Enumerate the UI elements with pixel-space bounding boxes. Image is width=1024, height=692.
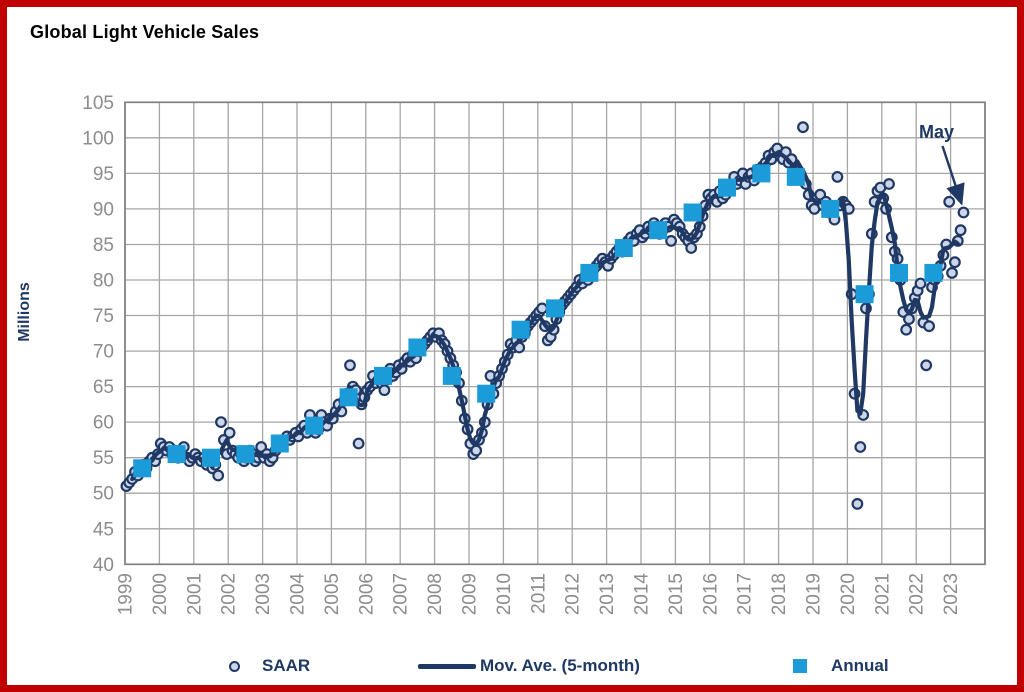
- x-axis-tick-labels: 1999 2000 2001 2002 2003 2004 2005 2006 2007 2008…: [116, 573, 963, 616]
- svg-text:65: 65: [93, 377, 114, 398]
- svg-text:55: 55: [93, 448, 114, 469]
- svg-text:75: 75: [93, 306, 114, 327]
- svg-text:40: 40: [93, 555, 114, 576]
- svg-text:45: 45: [93, 519, 114, 540]
- svg-text:2002: 2002: [219, 573, 240, 615]
- chart-legend: SAAR Mov. Ave. (5-month) Annual: [7, 654, 1017, 678]
- svg-text:2012: 2012: [563, 573, 584, 615]
- svg-text:100: 100: [82, 128, 114, 149]
- gridlines: [124, 101, 986, 565]
- legend-label-annual: Annual: [831, 656, 889, 675]
- svg-text:2013: 2013: [597, 573, 618, 615]
- svg-text:60: 60: [93, 413, 114, 434]
- svg-text:2010: 2010: [494, 573, 515, 615]
- legend-label-saar: SAAR: [262, 656, 311, 675]
- legend-item-saar: SAAR: [229, 654, 310, 678]
- svg-text:2018: 2018: [769, 573, 790, 615]
- y-axis-tick-labels: 105 100 95 90 85 80 75 70 65 60 55 50 45 40: [82, 93, 114, 576]
- svg-text:70: 70: [93, 342, 114, 363]
- svg-text:2011: 2011: [528, 573, 549, 614]
- svg-text:2023: 2023: [941, 573, 962, 615]
- chart-title: Global Light Vehicle Sales: [30, 22, 260, 42]
- svg-text:2009: 2009: [460, 573, 481, 615]
- svg-text:2019: 2019: [804, 573, 825, 615]
- annotation-may: May: [919, 122, 965, 206]
- svg-text:2007: 2007: [391, 573, 412, 615]
- svg-text:May: May: [919, 122, 954, 142]
- svg-text:80: 80: [93, 271, 114, 292]
- legend-item-mov-ave: Mov. Ave. (5-month): [418, 654, 640, 678]
- saar-marker-icon: [229, 660, 240, 672]
- svg-text:1999: 1999: [116, 573, 137, 615]
- svg-text:90: 90: [93, 199, 114, 220]
- svg-text:2003: 2003: [253, 573, 274, 615]
- svg-text:95: 95: [93, 164, 114, 185]
- svg-text:2020: 2020: [838, 573, 859, 615]
- moving-average-line: [130, 151, 960, 482]
- svg-text:2005: 2005: [322, 573, 343, 615]
- plot-border: [124, 101, 986, 566]
- svg-text:85: 85: [93, 235, 114, 256]
- svg-text:2022: 2022: [907, 573, 928, 615]
- svg-text:2000: 2000: [150, 573, 171, 615]
- legend-label-mov-ave: Mov. Ave. (5-month): [480, 656, 640, 675]
- svg-text:2021: 2021: [872, 573, 893, 615]
- svg-text:2015: 2015: [666, 573, 687, 615]
- moving-average-marker-icon: [418, 663, 476, 669]
- annual-points: [133, 164, 943, 478]
- svg-text:105: 105: [82, 93, 114, 114]
- svg-text:2014: 2014: [632, 573, 653, 616]
- svg-text:2006: 2006: [356, 573, 377, 615]
- svg-text:2001: 2001: [184, 573, 205, 615]
- svg-text:50: 50: [93, 484, 114, 505]
- svg-text:2016: 2016: [700, 573, 721, 615]
- svg-text:2008: 2008: [425, 573, 446, 615]
- legend-item-annual: Annual: [793, 654, 889, 678]
- annual-marker-icon: [793, 659, 807, 673]
- svg-text:2017: 2017: [735, 573, 756, 615]
- svg-text:2004: 2004: [288, 573, 309, 616]
